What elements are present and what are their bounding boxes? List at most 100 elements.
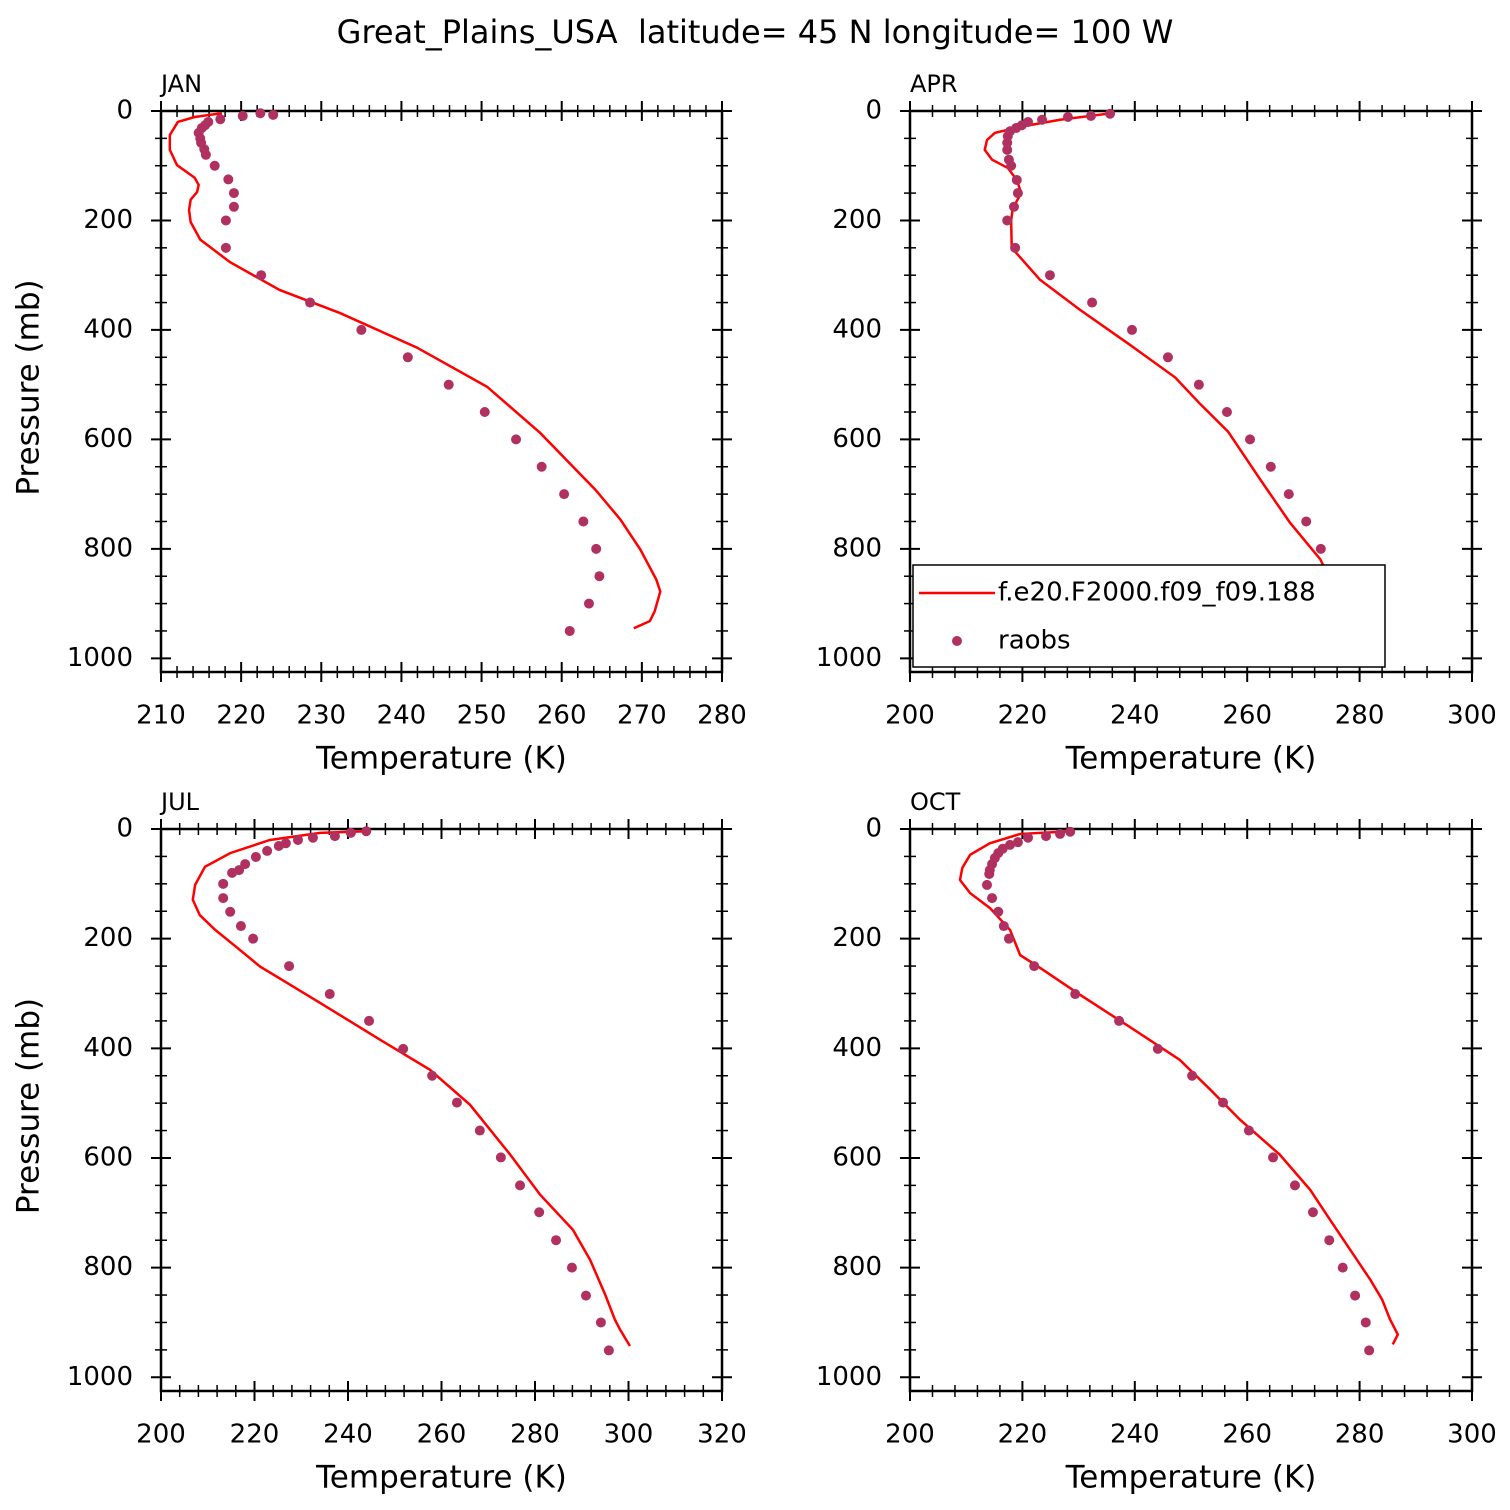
- y-tick-label: 1000: [67, 1362, 133, 1392]
- y-axis-label: Pressure (mb): [11, 998, 47, 1214]
- y-tick-label: 600: [83, 1142, 133, 1172]
- y-tick-label: 200: [832, 923, 882, 953]
- raob-point: [218, 893, 229, 904]
- raob-point: [495, 1152, 506, 1163]
- x-axis-label: Temperature (K): [1065, 741, 1317, 777]
- y-tick-label: 1000: [67, 643, 133, 673]
- x-tick-label: 280: [1335, 701, 1385, 731]
- raob-point: [250, 851, 261, 862]
- raob-point: [515, 1180, 526, 1191]
- x-tick-label: 280: [697, 701, 747, 731]
- raob-point: [218, 878, 229, 889]
- x-tick-label: 220: [998, 701, 1048, 731]
- raob-point: [1193, 379, 1204, 390]
- raob-point: [536, 461, 547, 472]
- x-tick-label: 220: [230, 1420, 280, 1450]
- raob-point: [1301, 516, 1312, 527]
- raob-point: [268, 109, 279, 120]
- raob-point: [1364, 1345, 1375, 1356]
- raob-point: [345, 827, 356, 838]
- raob-point: [1360, 1317, 1371, 1328]
- x-tick-label: 240: [323, 1420, 373, 1450]
- legend-label: raobs: [998, 626, 1071, 656]
- raob-point: [1065, 826, 1076, 837]
- panel-title: OCT: [910, 788, 961, 816]
- raob-point: [603, 1345, 614, 1356]
- y-tick-label: 400: [832, 1033, 882, 1063]
- raob-point: [1324, 1235, 1335, 1246]
- y-axis-label: Pressure (mb): [11, 279, 47, 495]
- raob-point: [1087, 297, 1098, 308]
- raob-point: [240, 859, 251, 870]
- raob-point: [1283, 489, 1294, 500]
- plot-frame: [159, 109, 724, 674]
- x-tick-label: 200: [885, 701, 935, 731]
- raob-point: [1085, 110, 1096, 121]
- raob-point: [984, 868, 995, 879]
- raob-point: [273, 840, 284, 851]
- x-tick-label: 280: [510, 1420, 560, 1450]
- panel: 200 220 240 260 280 300 0 200 400 600 800 1000 APR Te…: [816, 70, 1497, 777]
- plot-frame: [908, 109, 1474, 674]
- x-axis-label: Temperature (K): [1065, 1460, 1317, 1496]
- raob-point: [451, 1097, 462, 1108]
- raob-point: [1023, 832, 1034, 843]
- x-tick-label: 300: [604, 1420, 654, 1450]
- raob-point: [1289, 1180, 1300, 1191]
- x-tick-label: 200: [885, 1420, 935, 1450]
- raob-point: [228, 188, 239, 199]
- raob-point: [356, 324, 367, 335]
- raob-point: [1044, 270, 1055, 281]
- raob-point: [1002, 215, 1013, 226]
- raob-point: [256, 270, 267, 281]
- panel-title: JUL: [159, 788, 200, 816]
- raob-point: [1152, 1043, 1163, 1054]
- raob-point: [1012, 188, 1023, 199]
- raob-point: [583, 598, 594, 609]
- raob-point: [248, 933, 259, 944]
- x-tick-label: 220: [998, 1420, 1048, 1450]
- raob-point: [1055, 828, 1066, 839]
- raob-point: [364, 1015, 375, 1026]
- raob-point: [307, 832, 318, 843]
- y-tick-label: 0: [865, 814, 882, 844]
- x-tick-label: 240: [377, 701, 427, 731]
- x-tick-label: 320: [697, 1420, 747, 1450]
- raob-point: [228, 201, 239, 212]
- y-tick-label: 800: [832, 533, 882, 563]
- x-tick-label: 300: [1447, 1420, 1497, 1450]
- raob-point: [1029, 961, 1040, 972]
- raob-point: [227, 867, 238, 878]
- raob-point: [564, 625, 575, 636]
- raob-point: [262, 845, 273, 856]
- legend-label: f.e20.F2000.f09_f09.188: [998, 578, 1316, 608]
- raob-point: [220, 215, 231, 226]
- raob-point: [1010, 242, 1021, 253]
- raob-point: [595, 1317, 606, 1328]
- raob-point: [1268, 1152, 1279, 1163]
- y-tick-label: 200: [83, 923, 133, 953]
- raob-point: [284, 961, 295, 972]
- raob-point: [1012, 837, 1023, 848]
- raob-point: [1037, 114, 1048, 125]
- profile-line: [191, 829, 631, 1347]
- raob-point: [1062, 112, 1073, 123]
- panel-title: APR: [910, 70, 958, 98]
- raob-point: [223, 174, 234, 185]
- x-axis-label: Temperature (K): [315, 1460, 567, 1496]
- raob-point: [1011, 174, 1022, 185]
- figure-title: Great_Plains_USA latitude= 45 N longitud…: [337, 13, 1174, 51]
- raob-point: [1218, 1097, 1229, 1108]
- raob-point: [215, 114, 226, 125]
- raob-point: [993, 906, 1004, 917]
- panel: 210 220 230 240 250 260 270 280 0 200 400 600 800 100…: [11, 70, 747, 777]
- raob-point: [324, 989, 335, 1000]
- raob-point: [220, 242, 231, 253]
- y-tick-label: 400: [83, 314, 133, 344]
- legend-box: [912, 564, 1386, 668]
- raob-point: [1126, 324, 1137, 335]
- raob-point: [1002, 137, 1013, 148]
- panel: 200 220 240 260 280 300 0 200 400 600 800 1000 OCT Te…: [816, 788, 1497, 1496]
